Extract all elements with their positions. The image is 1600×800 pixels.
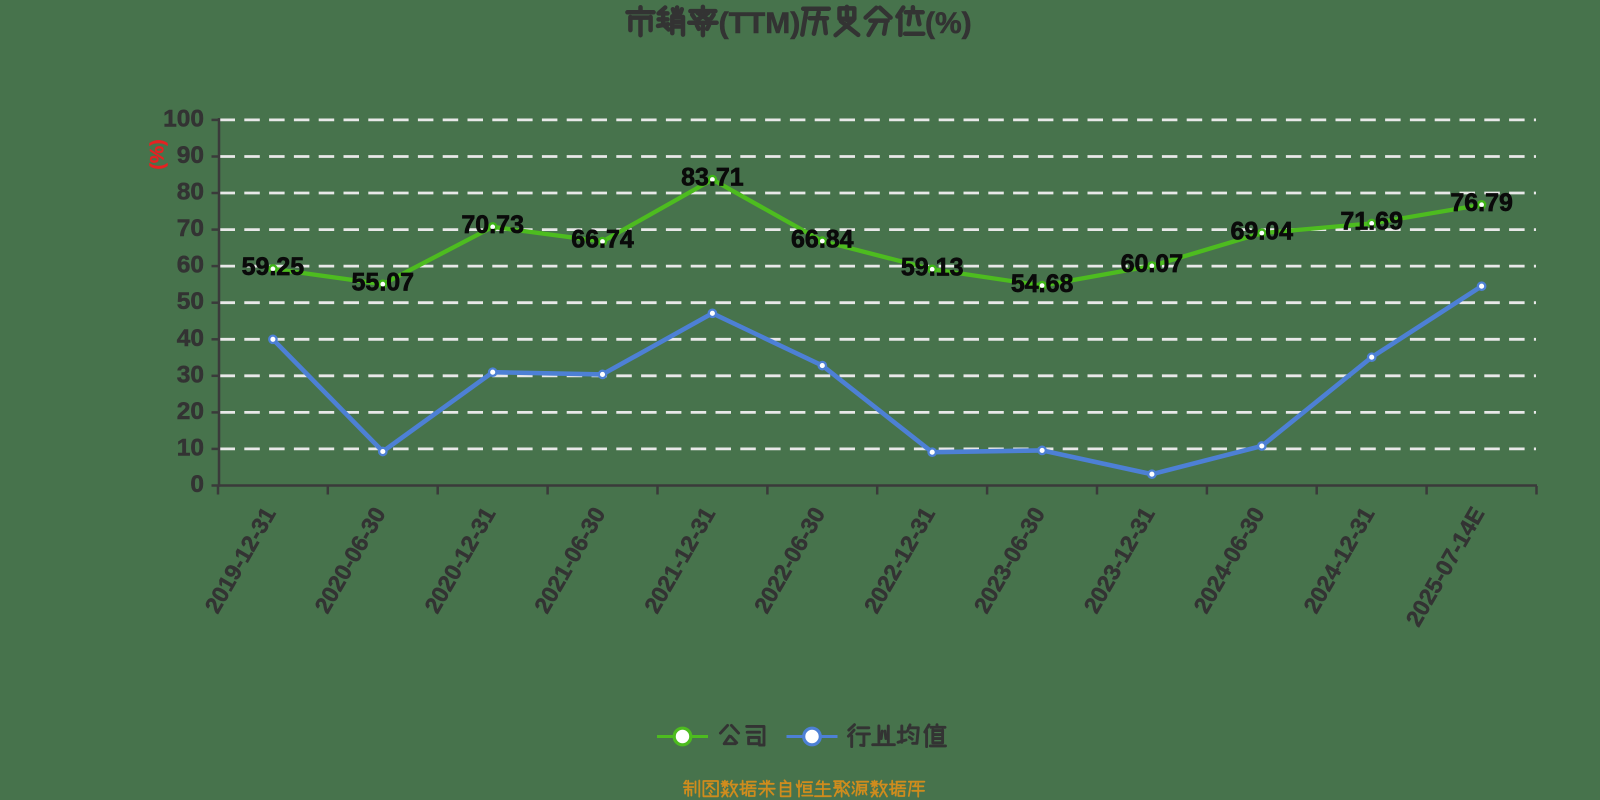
svg-text:40: 40 <box>177 325 204 352</box>
svg-text:100: 100 <box>163 105 204 132</box>
svg-text:(%): (%) <box>147 139 169 169</box>
svg-text:66.84: 66.84 <box>791 225 854 253</box>
svg-text:83.71: 83.71 <box>681 164 744 192</box>
svg-text:80: 80 <box>177 179 204 206</box>
svg-text:(TTM): (TTM) <box>719 7 801 40</box>
svg-text:54.68: 54.68 <box>1011 270 1074 298</box>
svg-text:60.07: 60.07 <box>1121 250 1184 278</box>
svg-text:50: 50 <box>177 288 204 315</box>
svg-text:59.13: 59.13 <box>901 254 964 282</box>
svg-text:30: 30 <box>177 361 204 388</box>
svg-text:55.07: 55.07 <box>352 268 415 296</box>
svg-text:59.25: 59.25 <box>242 253 305 281</box>
svg-text:71.69: 71.69 <box>1340 208 1403 236</box>
svg-text:10: 10 <box>177 434 204 461</box>
svg-text:66.74: 66.74 <box>571 226 634 254</box>
svg-text:90: 90 <box>177 142 204 169</box>
svg-text:60: 60 <box>177 252 204 279</box>
svg-text:0: 0 <box>190 471 204 498</box>
svg-text:20: 20 <box>177 398 204 425</box>
svg-text:76.79: 76.79 <box>1450 189 1513 217</box>
svg-text:70: 70 <box>177 215 204 242</box>
svg-text:70.73: 70.73 <box>461 211 524 239</box>
svg-text:69.04: 69.04 <box>1231 217 1294 245</box>
svg-text:(%): (%) <box>925 7 972 40</box>
